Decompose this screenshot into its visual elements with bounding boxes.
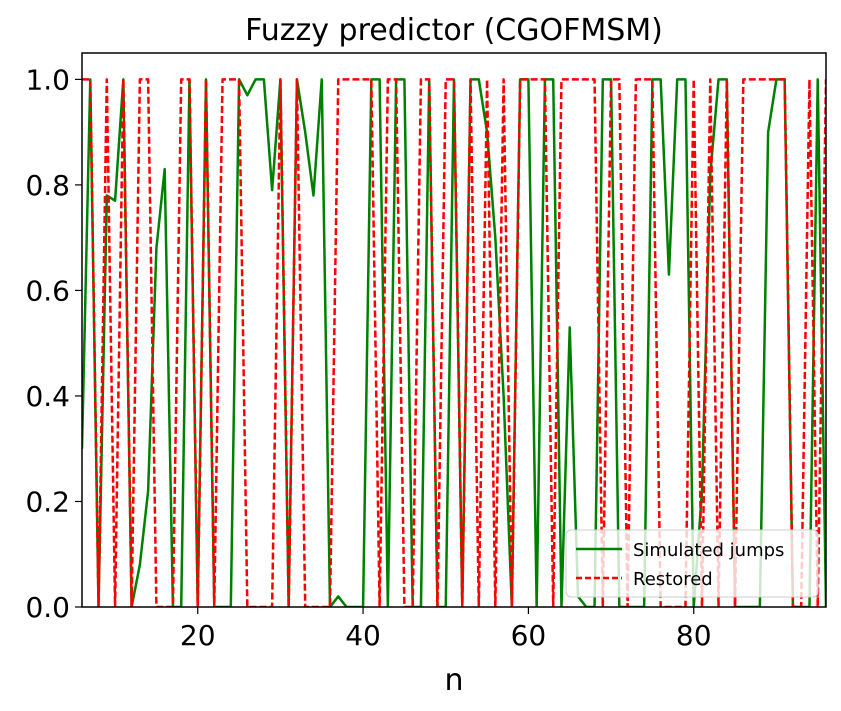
legend-label-simulated: Simulated jumps xyxy=(633,540,784,561)
x-tick-label: 40 xyxy=(345,619,381,652)
plot-frame xyxy=(81,52,827,608)
y-tick-label: 1.0 xyxy=(25,63,70,96)
legend: Simulated jumps Restored xyxy=(565,529,819,598)
x-tick-label: 60 xyxy=(511,619,547,652)
x-axis-ticks: 20 40 60 80 xyxy=(180,607,712,652)
y-tick-label: 0.6 xyxy=(25,274,70,307)
y-tick-label: 0.8 xyxy=(25,169,70,202)
legend-label-restored: Restored xyxy=(633,569,713,590)
y-tick-label: 0.4 xyxy=(25,380,70,413)
y-tick-label: 0.2 xyxy=(25,485,70,518)
y-tick-label: 0.0 xyxy=(25,591,70,624)
y-axis-ticks: 0.0 0.2 0.4 0.6 0.8 1.0 xyxy=(25,63,82,624)
x-tick-label: 80 xyxy=(676,619,712,652)
series-layer xyxy=(82,78,826,607)
x-tick-label: 20 xyxy=(180,619,216,652)
x-axis-label: n xyxy=(444,663,463,698)
chart-title: Fuzzy predictor (CGOFMSM) xyxy=(245,13,663,48)
series-line-simulated-jumps xyxy=(82,78,826,607)
legend-box xyxy=(565,529,819,598)
